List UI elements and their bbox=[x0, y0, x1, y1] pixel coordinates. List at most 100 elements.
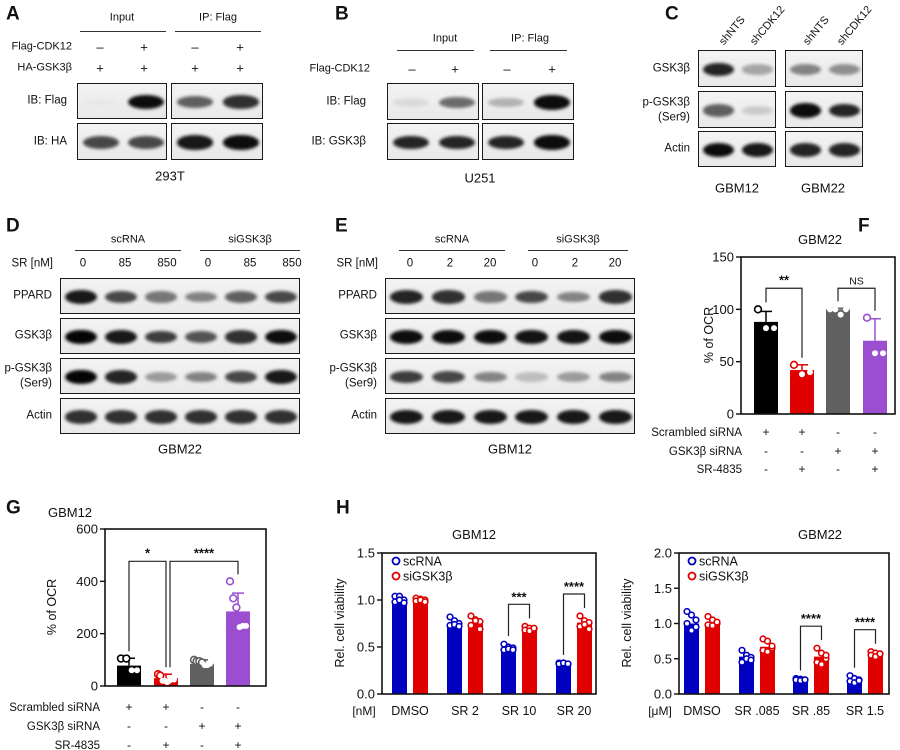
cell-line-label: GBM22 bbox=[157, 441, 203, 457]
protein-band bbox=[828, 64, 861, 75]
cell-line-label: GBM22 bbox=[800, 180, 846, 196]
western-blot bbox=[60, 358, 300, 394]
protein-band bbox=[225, 410, 257, 424]
western-blot bbox=[387, 123, 479, 160]
protein-band bbox=[473, 329, 507, 345]
panel-letter: C bbox=[665, 3, 679, 25]
condition-sign: + bbox=[798, 462, 805, 476]
protein-band bbox=[185, 410, 217, 424]
data-point bbox=[683, 607, 691, 616]
dose-label: SR [nM] bbox=[11, 257, 53, 270]
blot-label: Actin bbox=[664, 142, 690, 155]
protein-band bbox=[828, 143, 861, 157]
condition-sign: - bbox=[164, 719, 168, 733]
x-tick-label: SR 1.5 bbox=[846, 704, 884, 718]
protein-band bbox=[789, 103, 822, 118]
group-header: siGSK3β bbox=[228, 233, 272, 246]
condition-label: HA-GSK3β bbox=[17, 61, 72, 74]
group-underline bbox=[175, 31, 261, 33]
group-header: IP: Flag bbox=[511, 32, 549, 45]
y-tick-label: 0.0 bbox=[654, 687, 672, 702]
bar-scrna bbox=[793, 679, 808, 694]
protein-band bbox=[105, 290, 137, 304]
dose-value: 0 bbox=[79, 257, 87, 270]
group-header: scRNA bbox=[434, 233, 470, 246]
y-tick-label: 200 bbox=[76, 626, 98, 641]
plot-frame bbox=[740, 256, 896, 415]
condition-sign: - bbox=[764, 462, 768, 476]
condition-sign: – bbox=[96, 39, 104, 55]
protein-band bbox=[176, 135, 214, 150]
data-point bbox=[832, 306, 839, 313]
western-blot bbox=[60, 318, 300, 354]
data-point bbox=[229, 594, 238, 603]
protein-band bbox=[222, 95, 260, 109]
western-blot bbox=[387, 83, 479, 120]
data-point bbox=[683, 619, 691, 628]
protein-band bbox=[598, 410, 632, 424]
condition-sign: – bbox=[408, 61, 416, 77]
blot-label: p-GSK3β bbox=[642, 95, 690, 108]
blot-label: GSK3β bbox=[14, 329, 52, 342]
bar-sigsk3β bbox=[522, 629, 537, 694]
protein-band bbox=[438, 135, 476, 150]
data-point bbox=[476, 625, 484, 633]
data-point bbox=[122, 654, 131, 663]
protein-band bbox=[390, 370, 424, 384]
western-blot bbox=[60, 398, 300, 434]
chart-title: GBM22 bbox=[798, 232, 842, 247]
condition-sign: - bbox=[236, 700, 240, 714]
data-point bbox=[692, 616, 700, 624]
dose-value: 85 bbox=[243, 257, 257, 270]
y-tick-label: 1.0 bbox=[357, 593, 375, 608]
condition-sign: + bbox=[236, 39, 244, 55]
group-underline bbox=[200, 250, 300, 252]
western-blot bbox=[171, 123, 263, 160]
y-tick-label: 0.0 bbox=[357, 687, 375, 702]
data-point bbox=[243, 622, 249, 629]
y-tick-label: 0 bbox=[727, 407, 734, 422]
condition-sign: - bbox=[200, 700, 204, 714]
x-tick-label: DMSO bbox=[683, 704, 721, 718]
significance-bracket bbox=[169, 560, 239, 668]
significance-bracket bbox=[837, 287, 876, 311]
protein-band bbox=[222, 135, 260, 150]
protein-band bbox=[828, 103, 861, 118]
group-header: siGSK3β bbox=[556, 233, 600, 246]
bar-sigsk3β bbox=[868, 653, 883, 694]
bar bbox=[790, 370, 814, 414]
bar bbox=[190, 663, 214, 686]
y-tick-label: 400 bbox=[76, 574, 98, 589]
condition-sign: - bbox=[836, 425, 840, 439]
condition-sign: - bbox=[800, 444, 804, 458]
bar-sigsk3β bbox=[814, 656, 829, 694]
bar-sigsk3β bbox=[705, 623, 720, 694]
protein-band bbox=[431, 410, 466, 424]
blot-label: IB: GSK3β bbox=[311, 134, 366, 147]
cell-line-label: 293T bbox=[155, 168, 185, 184]
protein-band bbox=[473, 371, 507, 383]
condition-label: GSK3β siRNA bbox=[27, 721, 100, 733]
chart-title: GBM12 bbox=[452, 527, 496, 542]
protein-band bbox=[82, 136, 119, 149]
western-blot bbox=[385, 398, 635, 434]
y-tick-label: 100 bbox=[712, 302, 734, 317]
cell-line-label: GBM12 bbox=[714, 180, 760, 196]
condition-sign: + bbox=[191, 60, 199, 76]
data-point bbox=[704, 612, 712, 621]
bar-sigsk3β bbox=[468, 622, 483, 694]
data-point bbox=[789, 360, 799, 370]
significance-label: **** bbox=[801, 611, 822, 626]
data-point bbox=[817, 660, 826, 668]
x-unit-label: [nM] bbox=[352, 704, 375, 718]
protein-band bbox=[127, 136, 164, 149]
panel-letter: B bbox=[335, 3, 349, 25]
protein-band bbox=[487, 135, 525, 150]
significance-label: **** bbox=[564, 579, 585, 594]
legend-marker bbox=[391, 556, 401, 566]
y-tick-label: 150 bbox=[712, 250, 734, 265]
data-point bbox=[509, 646, 517, 654]
protein-band bbox=[265, 370, 297, 384]
y-axis-label: Rel. cell viability bbox=[333, 578, 347, 668]
